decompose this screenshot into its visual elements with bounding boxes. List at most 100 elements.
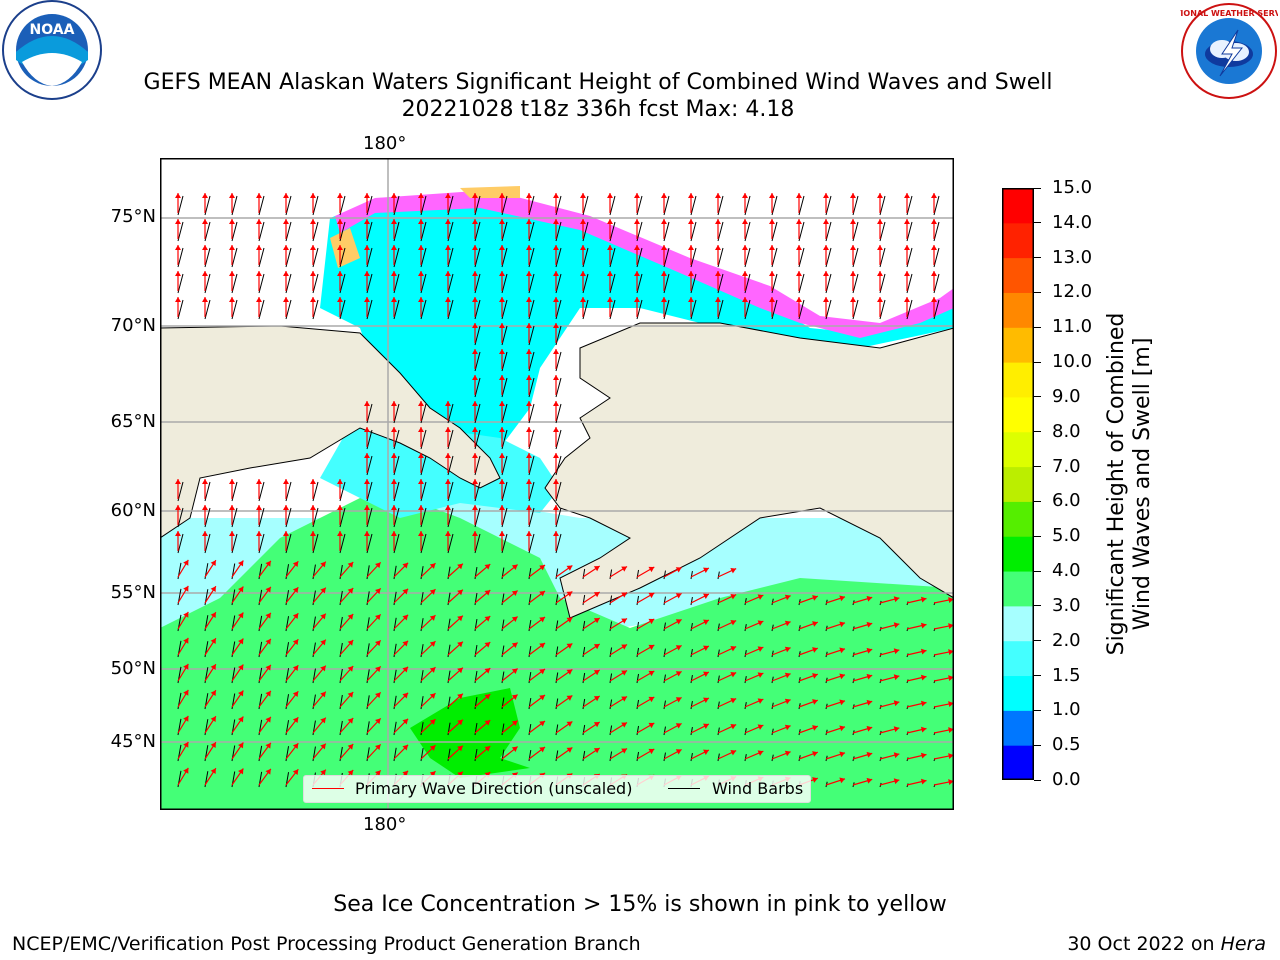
wind-barb (690, 299, 697, 320)
wave-arrow-head (539, 643, 546, 649)
wave-arrow-head (839, 777, 846, 784)
wave-arrow-head (499, 193, 505, 198)
wave-arrow-head (375, 640, 381, 647)
wind-barb (609, 221, 616, 242)
wave-arrow-head (347, 717, 354, 724)
sea-ice-yellow (460, 186, 520, 198)
wave-arrow-head (265, 742, 271, 749)
wave-arrow-head (634, 245, 640, 250)
wave-arrow-head (375, 718, 381, 725)
wave-arrow-head (472, 427, 478, 432)
wave-arrow-head (283, 531, 289, 536)
wave-arrow-head (229, 297, 235, 302)
wave-arrow-head (648, 696, 655, 703)
wave-arrow-head (730, 671, 737, 678)
wave-arrow-head (526, 219, 532, 224)
wave-arrow-head (948, 623, 954, 630)
wave-arrow-head (812, 699, 818, 705)
wind-barb (177, 533, 184, 554)
wind-barb (285, 221, 292, 242)
wave-arrow-head (757, 724, 764, 730)
wave-arrow-head (445, 505, 451, 510)
wave-arrow-head (375, 562, 381, 569)
colorbar-segment (1002, 292, 1034, 328)
wave-arrow-head (391, 297, 397, 302)
wind-barb (771, 702, 774, 710)
wave-arrow-head (621, 592, 628, 598)
sea-ice-note: Sea Ice Concentration > 15% is shown in … (333, 892, 947, 917)
wind-barb (636, 647, 640, 658)
wave-arrow-head (511, 616, 518, 623)
wave-arrow-head (593, 644, 600, 650)
run-date-text: 30 Oct 2022 on (1067, 933, 1221, 955)
wave-arrow-head (175, 245, 181, 250)
wind-barb (636, 247, 643, 268)
wind-barb (447, 247, 454, 268)
wind-barb (474, 377, 481, 398)
wave-arrow-head (553, 219, 559, 224)
wind-barb (285, 299, 292, 320)
wind-barb (312, 481, 319, 502)
wave-arrow-head (904, 245, 910, 250)
wind-barb (393, 273, 400, 294)
wave-arrow-head (183, 585, 189, 592)
wind-barb (744, 676, 747, 684)
wind-barb (663, 622, 666, 632)
wave-arrow-head (553, 479, 559, 484)
wave-arrow-head (661, 297, 667, 302)
wind-barb (528, 481, 535, 502)
wave-arrow-head (347, 769, 354, 776)
wind-barb (690, 221, 697, 242)
wave-arrow-head (183, 767, 189, 774)
wind-barb (717, 701, 720, 710)
wave-arrow-head (429, 563, 436, 569)
wind-barb (447, 273, 454, 294)
wind-barb (420, 273, 427, 294)
wave-arrow-head (457, 641, 463, 648)
wind-barb (555, 455, 562, 476)
wave-arrow-head (445, 297, 451, 302)
lat-label-55: 55°N (110, 582, 156, 603)
wave-arrow-head (484, 564, 491, 570)
wave-arrow-head (839, 751, 846, 758)
wave-arrow-head (553, 375, 559, 380)
wind-barb (447, 507, 454, 528)
wave-arrow-head (526, 531, 532, 536)
wave-arrow-head (511, 746, 518, 753)
wave-arrow-head (539, 669, 546, 675)
lat-label-50: 50°N (110, 658, 156, 679)
wind-barb (420, 195, 427, 216)
wave-arrow-head (238, 690, 244, 697)
wave-arrow-head (310, 479, 316, 484)
wind-barb (717, 195, 724, 216)
wave-arrow-head (648, 670, 655, 677)
wave-arrow-head (310, 505, 316, 510)
wave-arrow-head (948, 675, 954, 682)
wave-arrow-head (920, 700, 927, 707)
wave-arrow-head (866, 595, 873, 602)
wave-arrow-head (391, 401, 397, 406)
wave-arrow-head (391, 271, 397, 276)
wave-arrow-head (320, 769, 326, 776)
wave-arrow-head (364, 479, 370, 484)
wave-arrow-head (931, 245, 937, 250)
wind-barb (474, 299, 481, 320)
wind-barb (582, 221, 589, 242)
wind-barb (555, 507, 562, 528)
land-siberia (159, 325, 501, 539)
wave-arrow-head (553, 349, 559, 354)
colorbar-segment (1002, 362, 1034, 398)
wave-arrow-head (580, 245, 586, 250)
wave-arrow-head (391, 479, 397, 484)
wave-arrow-head (526, 323, 532, 328)
lon-label-bottom: 180° (363, 814, 407, 835)
wind-barb (420, 507, 427, 528)
wind-barb (717, 727, 720, 736)
wave-arrow-head (593, 618, 600, 624)
wind-barb (501, 195, 508, 216)
wind-barb (933, 221, 940, 242)
wave-arrow-head (539, 565, 546, 571)
wave-arrow-head (175, 531, 181, 536)
colorbar-tick-label: 4.0 (1052, 560, 1081, 582)
wave-arrow-head (553, 427, 559, 432)
